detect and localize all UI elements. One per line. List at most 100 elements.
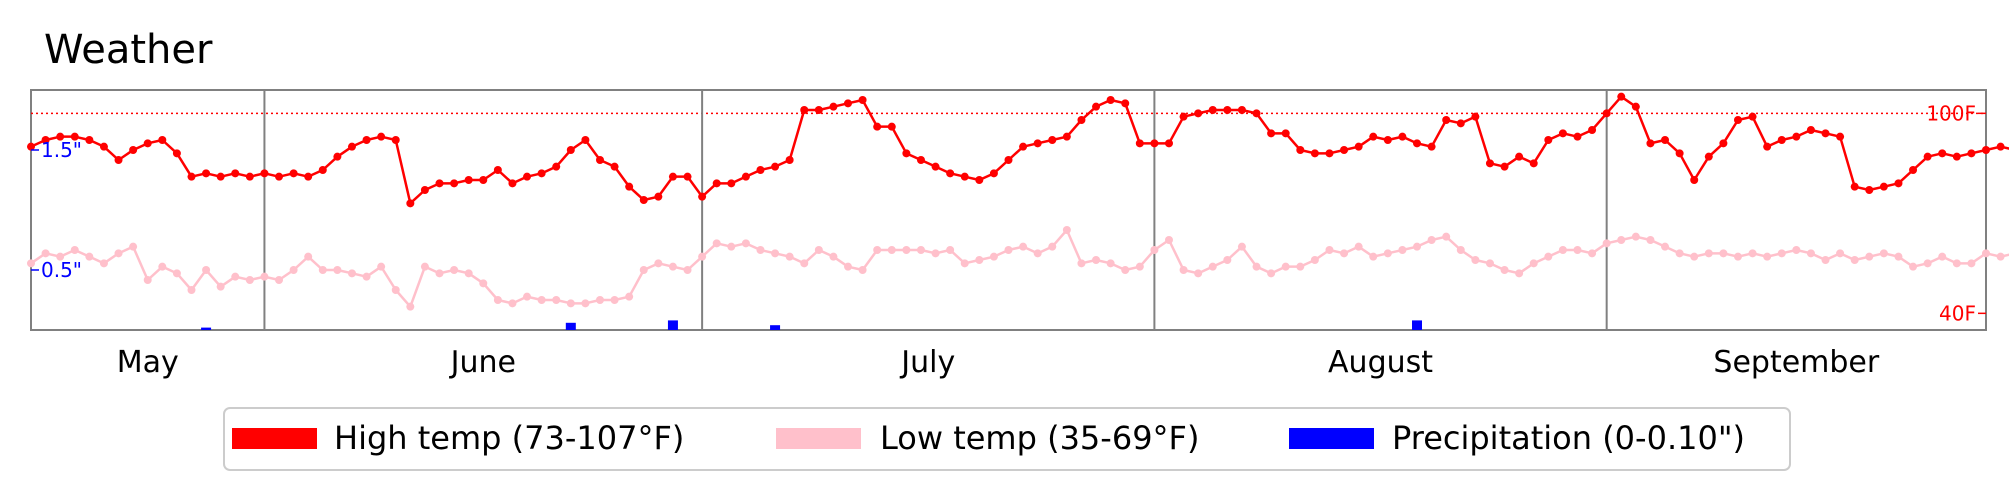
low-temp-point <box>1719 249 1728 258</box>
low-temp-point <box>1223 256 1232 264</box>
low-temp-point <box>1281 262 1290 271</box>
low-temp-point <box>1573 246 1582 254</box>
low-temp-point <box>581 299 590 308</box>
low-temp-point <box>1821 256 1830 264</box>
high-temp-point <box>537 169 546 178</box>
low-temp-point <box>406 302 415 311</box>
high-temp-point <box>70 132 79 141</box>
high-temp-point <box>552 162 561 171</box>
high-temp-point <box>1223 106 1232 114</box>
high-temp-point <box>1121 99 1130 108</box>
legend-swatch-high <box>232 428 317 449</box>
low-temp-point <box>1602 239 1611 248</box>
temperature-axis-ticks: 100F 40F <box>1926 101 1986 325</box>
legend-label-high: High temp (73-107°F) <box>334 419 684 457</box>
legend-label-low: Low temp (35-69°F) <box>880 419 1199 457</box>
low-temp-point <box>275 276 284 284</box>
high-temp-point <box>420 186 429 194</box>
high-temp-point <box>581 136 590 144</box>
low-temp-point <box>318 266 327 274</box>
high-temp-point <box>1588 126 1597 134</box>
high-temp-point <box>158 136 167 144</box>
high-temp-point <box>216 172 225 181</box>
high-temp-point <box>362 136 371 144</box>
high-temp-point <box>727 179 736 188</box>
low-temp-point <box>187 286 196 294</box>
low-temp-point <box>1135 262 1144 271</box>
low-temp-point <box>1675 249 1684 258</box>
low-temp-point <box>1996 252 2005 261</box>
precip-tick-label: 1.5" <box>41 138 82 162</box>
low-temp-point <box>1529 259 1538 268</box>
high-temp-point <box>902 149 911 158</box>
high-temp-point <box>1967 149 1976 158</box>
legend-frame <box>223 407 1791 471</box>
high-temp-point <box>1179 112 1188 121</box>
high-temp-point <box>1690 176 1699 184</box>
high-temp-point <box>975 176 984 184</box>
high-temp-point <box>668 172 677 181</box>
precip-bar <box>1412 320 1423 330</box>
high-temp-point <box>1573 132 1582 141</box>
high-temp-point <box>1865 186 1874 194</box>
low-temp-point <box>1398 246 1407 254</box>
low-temp-point <box>1194 269 1203 278</box>
high-temp-point <box>698 192 707 201</box>
temp-tick-label: 100F <box>1926 101 1976 125</box>
low-temp-point <box>975 256 984 264</box>
high-temp-point <box>1894 179 1903 188</box>
low-temp-point <box>1427 236 1436 244</box>
high-temp-point <box>143 139 152 148</box>
low-temp-point <box>1763 252 1772 261</box>
precip-bar <box>667 320 678 330</box>
high-temp-point <box>1952 152 1961 161</box>
high-temp-point <box>1558 129 1567 138</box>
low-temp-point <box>304 252 313 261</box>
low-temp-point <box>960 259 969 268</box>
low-temp-point <box>464 269 473 278</box>
low-temp-point <box>158 262 167 271</box>
high-temp-point <box>683 172 692 181</box>
high-temp-point <box>887 122 896 131</box>
low-temp-point <box>625 292 634 301</box>
high-temp-point <box>712 179 721 188</box>
high-temp-point <box>172 149 181 158</box>
high-temp-point <box>129 146 138 154</box>
low-temp-point <box>1748 249 1757 258</box>
low-temp-point <box>1850 256 1859 264</box>
low-temp-point <box>1923 259 1932 268</box>
low-temp-point <box>56 252 65 261</box>
low-temp-point <box>771 249 780 258</box>
low-temp-point <box>1106 259 1115 268</box>
high-temp-point <box>960 172 969 181</box>
low-temp-point <box>1777 249 1786 258</box>
high-temp-point <box>1748 112 1757 121</box>
low-temp-point <box>1733 252 1742 261</box>
low-temp-point <box>814 246 823 254</box>
high-temp-point <box>450 179 459 188</box>
precip-bar <box>565 322 576 330</box>
low-temp-point <box>99 259 108 268</box>
low-temp-point <box>1661 242 1670 251</box>
high-temp-point <box>1909 166 1918 174</box>
low-temp-point <box>1500 266 1509 274</box>
high-temp-point <box>1836 132 1845 141</box>
high-temp-point <box>391 136 400 144</box>
high-temp-point <box>41 136 50 144</box>
high-temp-point <box>1150 139 1159 148</box>
high-temp-point <box>1733 116 1742 124</box>
high-temp-series <box>27 92 2009 208</box>
month-label: June <box>449 345 516 380</box>
low-temp-point <box>698 252 707 261</box>
high-temp-point <box>1354 142 1363 151</box>
high-temp-point <box>1602 109 1611 118</box>
high-temp-point <box>625 182 634 191</box>
low-temp-point <box>114 249 123 258</box>
low-temp-point <box>873 246 882 254</box>
high-temp-point <box>1427 142 1436 151</box>
low-temp-point <box>245 276 254 284</box>
low-temp-point <box>566 299 575 308</box>
high-temp-point <box>1982 146 1990 154</box>
low-temp-point <box>1252 262 1261 271</box>
low-temp-point <box>260 272 269 281</box>
